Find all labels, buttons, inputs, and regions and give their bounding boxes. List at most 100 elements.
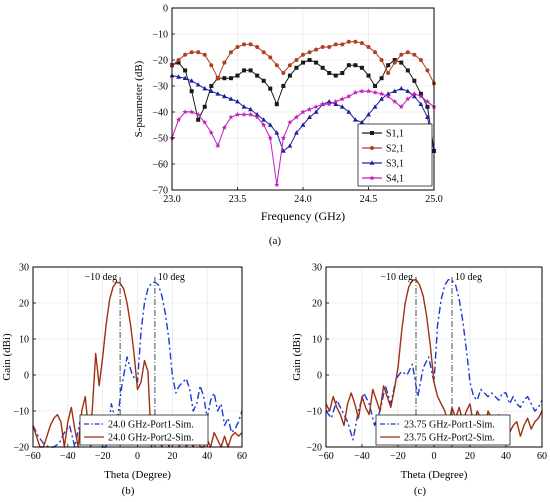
- x-axis-title: Theta (Degree): [401, 469, 468, 481]
- data-point-series-1: [386, 63, 391, 68]
- data-point-series-3: [287, 143, 293, 148]
- x-axis-title: Theta (Degree): [104, 469, 171, 481]
- legend-label-1: 24.0 GHz-Port1-Sim.: [108, 420, 194, 431]
- legend-marker-2: [370, 146, 374, 150]
- data-point-series-4: [306, 106, 313, 112]
- x-tick-label: 24.5: [360, 194, 378, 205]
- x-tick-label: 60: [537, 451, 547, 462]
- legend-label-4: S4,1: [386, 174, 404, 185]
- data-point-series-1: [189, 89, 194, 94]
- data-point-series-1: [320, 65, 325, 70]
- data-point-series-2: [261, 50, 266, 55]
- chart-a-s-parameters: 23.0 23.5 24.0 24.5 25.0 0 −10 −20 −30 −40 −50 −60 −…: [133, 4, 443, 224]
- data-point-series-1: [399, 60, 404, 65]
- legend-label-1: 23.75 GHz-Port1-Sim.: [404, 420, 495, 431]
- data-point-series-1: [346, 63, 351, 68]
- x-tick-label: 24.0: [294, 194, 312, 205]
- data-point-series-3: [267, 122, 273, 127]
- y-tick-label: 0: [163, 4, 168, 15]
- chart-c-gain-2375ghz: −60 −40 −20 0 20 40 60 −20 −10 0 10 20 30 Theta (Degr…: [291, 263, 547, 482]
- data-point-series-3: [418, 101, 424, 106]
- data-point-series-1: [248, 68, 253, 73]
- data-point-series-4: [333, 98, 339, 104]
- data-point-series-4: [221, 124, 228, 130]
- data-point-series-1: [268, 86, 273, 91]
- data-point-series-2: [202, 52, 207, 57]
- data-point-series-3: [215, 91, 221, 96]
- data-point-series-3: [182, 75, 188, 80]
- legend-label-1: S1,1: [386, 129, 404, 140]
- data-point-series-4: [359, 88, 365, 94]
- data-point-series-4: [418, 93, 424, 99]
- data-point-series-3: [405, 88, 411, 93]
- data-point-series-4: [352, 89, 359, 95]
- y-tick-label: −50: [152, 134, 168, 145]
- data-point-series-4: [234, 111, 241, 117]
- data-point-series-2: [281, 71, 286, 75]
- data-point-series-4: [241, 111, 247, 117]
- y-tick-label: −20: [152, 56, 168, 67]
- x-tick-label: −60: [318, 451, 334, 462]
- data-point-series-2: [268, 55, 273, 60]
- data-point-series-2: [340, 42, 345, 47]
- data-point-series-2: [418, 58, 423, 62]
- data-point-series-2: [222, 60, 227, 65]
- data-point-series-1: [183, 68, 188, 73]
- data-point-series-3: [294, 130, 299, 135]
- data-point-series-3: [353, 117, 358, 122]
- y-tick-label: −10: [13, 407, 29, 418]
- data-point-series-2: [353, 39, 358, 44]
- y-tick-label: 10: [312, 335, 322, 346]
- data-point-series-1: [196, 117, 201, 122]
- data-point-series-4: [319, 101, 326, 107]
- data-point-series-1: [425, 104, 430, 109]
- y-axis-title: Gain (dBi): [1, 333, 13, 381]
- x-tick-label: 23.5: [229, 194, 247, 205]
- data-point-series-3: [241, 104, 247, 109]
- data-point-series-3: [366, 112, 371, 117]
- data-point-series-2: [301, 52, 305, 57]
- data-point-series-4: [274, 182, 280, 188]
- data-point-series-1: [405, 68, 410, 73]
- annotation-label: −10 deg: [85, 272, 118, 283]
- annotation-label: 10 deg: [158, 272, 185, 283]
- y-tick-label: −40: [152, 108, 168, 119]
- panel-label-b: (b): [122, 485, 135, 497]
- data-point-series-4: [411, 91, 418, 97]
- data-point-series-4: [254, 114, 260, 120]
- data-point-series-2: [215, 76, 220, 81]
- data-point-series-2: [333, 42, 338, 47]
- data-point-series-4: [293, 114, 300, 120]
- y-tick-label: −30: [152, 82, 168, 93]
- data-point-series-1: [202, 104, 207, 109]
- data-point-series-1: [281, 84, 286, 88]
- data-point-series-2: [359, 41, 364, 46]
- data-point-series-1: [314, 60, 319, 65]
- annotation-label: 10 deg: [455, 272, 482, 283]
- x-tick-label: 0: [135, 451, 140, 462]
- legend-marker-1: [370, 131, 374, 135]
- data-point-series-4: [287, 119, 293, 125]
- x-tick-label: 23.0: [163, 194, 181, 205]
- panel-label-a: (a): [269, 235, 282, 247]
- y-tick-label: −20: [306, 443, 322, 454]
- data-point-series-3: [398, 86, 404, 91]
- data-point-series-1: [333, 73, 338, 78]
- data-point-series-2: [366, 45, 371, 49]
- data-point-series-3: [222, 93, 227, 99]
- data-point-series-1: [301, 60, 305, 65]
- data-point-series-4: [182, 109, 188, 115]
- data-point-series-3: [189, 78, 195, 83]
- data-point-series-3: [280, 148, 286, 153]
- legend-label-3: S3,1: [386, 159, 404, 170]
- panel-label-c: (c): [414, 485, 427, 497]
- data-point-series-2: [235, 45, 240, 49]
- data-point-series-3: [274, 130, 280, 135]
- x-axis-title: Frequency (GHz): [261, 209, 345, 223]
- data-point-series-1: [412, 78, 417, 83]
- legend-box: [79, 414, 209, 446]
- data-point-series-4: [346, 93, 352, 99]
- data-point-series-2: [346, 39, 351, 44]
- y-tick-label: 10: [19, 335, 29, 346]
- data-point-series-3: [313, 109, 319, 114]
